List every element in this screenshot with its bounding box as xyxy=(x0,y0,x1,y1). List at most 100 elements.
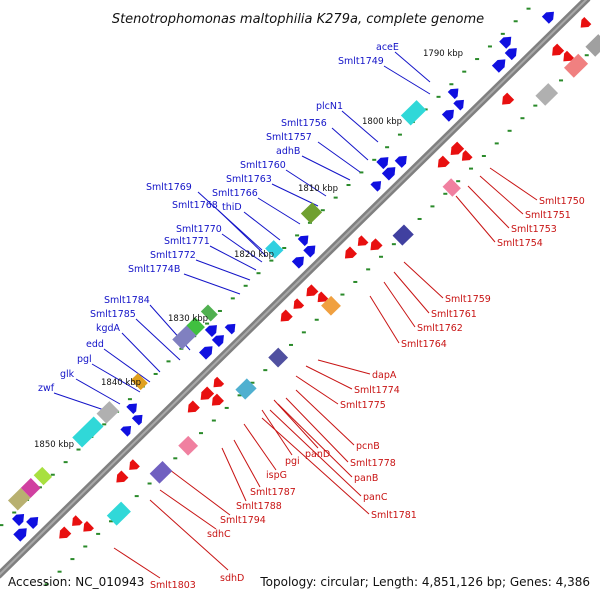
reverse-label-leader xyxy=(317,359,371,375)
reverse-gene-arrow xyxy=(293,298,305,309)
reverse-label-leader xyxy=(113,547,161,579)
tick-mark xyxy=(462,70,467,73)
reverse-gene-arrow xyxy=(461,150,473,161)
forward-gene-arrow xyxy=(376,157,389,170)
tick-mark xyxy=(102,423,107,426)
forward-label-leader xyxy=(301,155,351,181)
tick-mark xyxy=(487,45,492,48)
homolog-box xyxy=(106,501,131,526)
tick-mark xyxy=(366,268,371,271)
gene-label-pgl: pgl xyxy=(77,354,92,365)
gene-label-Smlt1756: Smlt1756 xyxy=(281,118,327,129)
gene-label-Smlt1763: Smlt1763 xyxy=(226,174,272,185)
gene-label-kgdA: kgdA xyxy=(96,323,121,334)
homolog-box xyxy=(585,34,600,57)
reverse-label-leader xyxy=(261,409,293,456)
tick-mark xyxy=(494,142,499,145)
tick-mark xyxy=(134,495,139,498)
gene-label-Smlt1764: Smlt1764 xyxy=(401,339,447,350)
gene-label-Smlt1769: Smlt1769 xyxy=(146,182,192,193)
forward-gene-arrow xyxy=(441,109,454,122)
homolog-box xyxy=(268,347,289,368)
gene-label-Smlt1794: Smlt1794 xyxy=(220,515,266,526)
tick-mark xyxy=(469,167,474,170)
tick-mark xyxy=(282,246,287,249)
forward-gene-arrow xyxy=(447,88,459,100)
tick-mark xyxy=(250,381,255,384)
gene-label-Smlt1774: Smlt1774 xyxy=(354,385,400,396)
reverse-gene-arrow xyxy=(129,459,140,470)
reverse-label-leader xyxy=(455,195,496,243)
tick-mark xyxy=(173,457,178,460)
forward-label-leader xyxy=(331,127,369,161)
gene-label-ispG: ispG xyxy=(266,470,287,481)
forward-gene-arrow xyxy=(291,256,304,269)
tick-mark xyxy=(475,58,480,61)
tick-mark xyxy=(513,20,518,23)
forward-gene-arrow xyxy=(199,346,213,360)
tick-mark xyxy=(50,473,55,476)
forward-label-leader xyxy=(243,211,281,241)
tick-mark xyxy=(481,154,486,157)
tick-mark xyxy=(230,297,235,300)
gene-label-panB: panB xyxy=(354,473,378,484)
tick-mark xyxy=(379,255,384,258)
homolog-box xyxy=(321,295,341,316)
forward-gene-arrow xyxy=(303,245,316,258)
forward-gene-arrow xyxy=(131,414,143,426)
homolog-box xyxy=(563,53,589,78)
gene-features xyxy=(7,11,600,542)
homolog-box xyxy=(130,373,148,391)
gene-label-Smlt1757: Smlt1757 xyxy=(266,132,312,143)
tick-mark xyxy=(57,570,62,573)
tick-mark xyxy=(263,369,268,372)
scale-label-1850: 1850 kbp xyxy=(34,440,74,450)
gene-label-Smlt1784: Smlt1784 xyxy=(104,295,150,306)
forward-label-leader xyxy=(135,318,181,361)
tick-mark xyxy=(430,205,435,208)
forward-gene-arrow xyxy=(394,155,407,168)
reverse-gene-arrow xyxy=(370,238,383,251)
homolog-box xyxy=(72,416,104,448)
homolog-box xyxy=(7,487,31,511)
tick-mark xyxy=(526,7,531,10)
tick-mark xyxy=(63,461,68,464)
gene-label-Smlt1775: Smlt1775 xyxy=(340,400,386,411)
forward-label-leader xyxy=(75,378,121,405)
reverse-label-leader xyxy=(403,261,444,299)
reverse-label-leader xyxy=(467,185,510,229)
homolog-box xyxy=(178,435,199,456)
tick-mark xyxy=(507,129,512,132)
homolog-box xyxy=(442,178,461,197)
gene-label-sdhD: sdhD xyxy=(220,573,244,584)
tick-mark xyxy=(353,280,358,283)
homolog-box xyxy=(96,401,120,424)
genome-backbone-highlight xyxy=(0,0,588,576)
forward-label-leader xyxy=(383,65,431,95)
reverse-label-leader xyxy=(273,399,319,449)
reverse-gene-arrow xyxy=(211,393,224,406)
forward-label-leader xyxy=(271,183,319,207)
gene-label-Smlt1768: Smlt1768 xyxy=(172,200,218,211)
gene-label-Smlt1751: Smlt1751 xyxy=(525,210,571,221)
tick-mark xyxy=(96,532,101,535)
reverse-label-leader xyxy=(233,439,261,488)
forward-label-leader xyxy=(103,348,151,383)
tick-mark xyxy=(179,347,184,350)
tick-mark xyxy=(436,95,441,98)
tick-marks xyxy=(0,7,600,586)
gene-label-Smlt1785: Smlt1785 xyxy=(90,309,136,320)
forward-gene-arrow xyxy=(120,426,132,437)
homolog-box xyxy=(392,224,414,246)
tick-mark xyxy=(217,309,222,312)
gene-label-panC: panC xyxy=(363,492,388,503)
tick-mark xyxy=(70,558,75,561)
scale-label-1790: 1790 kbp xyxy=(423,49,463,59)
reverse-label-leader xyxy=(305,365,353,390)
reverse-label-leader xyxy=(295,375,339,405)
gene-label-sdhC: sdhC xyxy=(207,529,231,540)
gene-label-Smlt1760: Smlt1760 xyxy=(240,160,286,171)
reverse-label-leader xyxy=(383,281,416,328)
scale-label-1800: 1800 kbp xyxy=(362,117,402,127)
